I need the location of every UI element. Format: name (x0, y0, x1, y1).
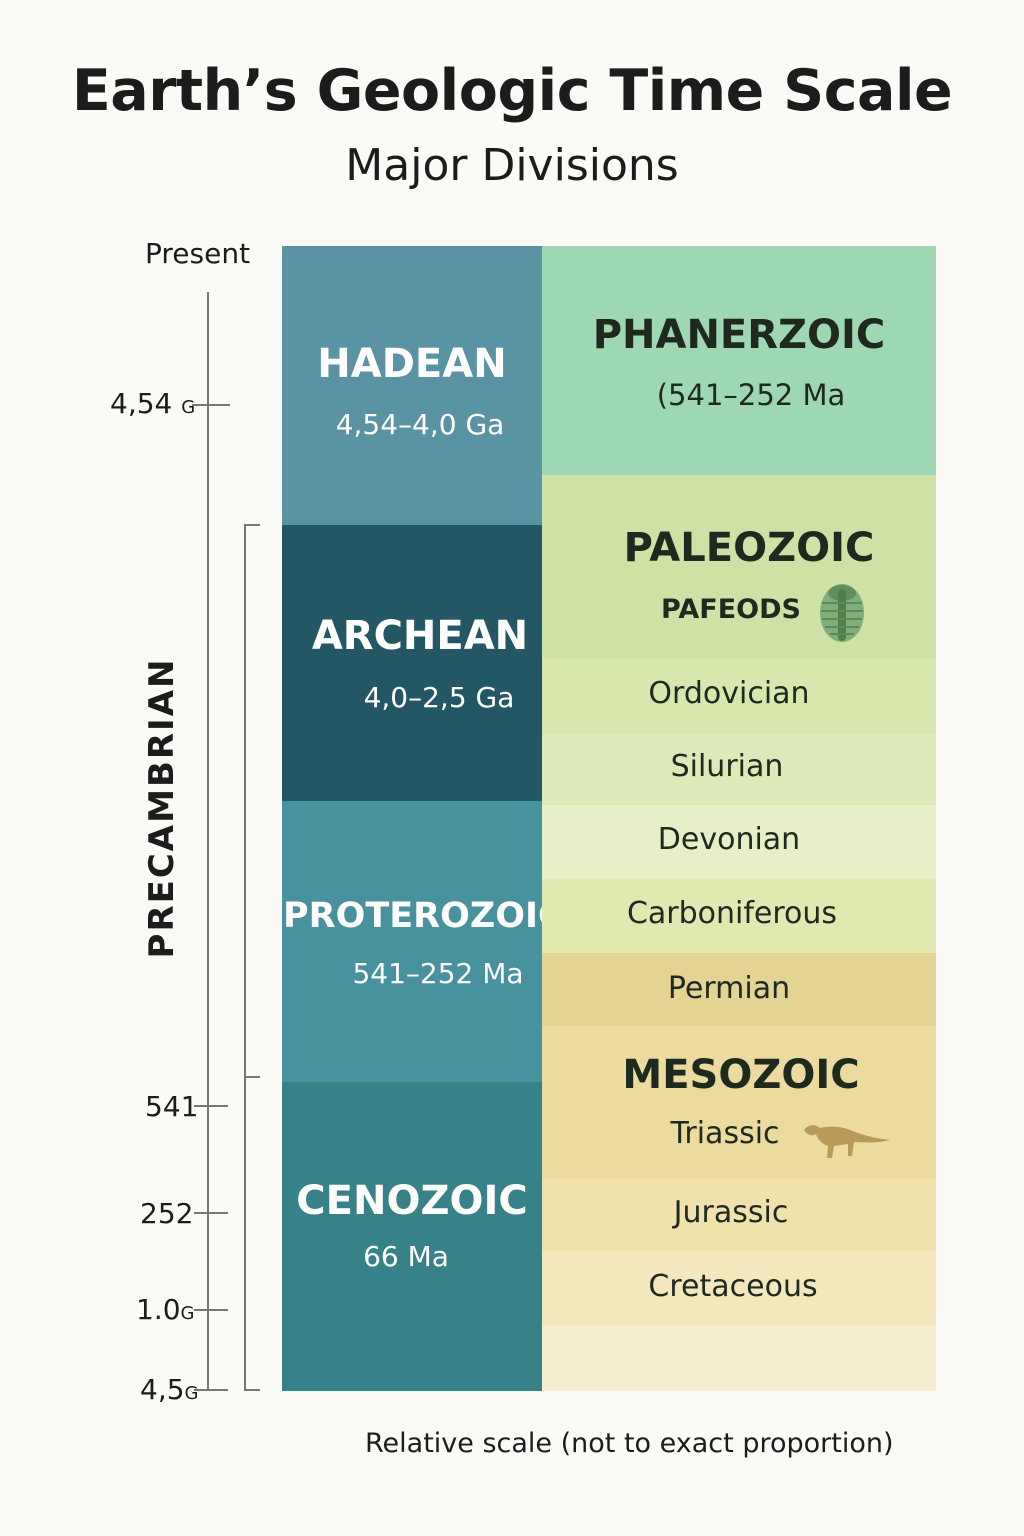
tick-label: 4,5G (140, 1373, 199, 1406)
band-carboniferous: Carboniferous (542, 879, 936, 953)
eon-name: CENOZOIC (296, 1178, 528, 1224)
eon-range: 4,54–4,0 Ga (335, 408, 505, 441)
tick-mark (192, 404, 230, 406)
precambrian-label: PRECAMBRIAN (142, 657, 182, 959)
band-label: PAFEODS (661, 594, 801, 625)
band-name: PALEOZOIC (623, 525, 875, 571)
eon-range: 66 Ma (363, 1240, 449, 1273)
band-permian: Permian (542, 953, 936, 1026)
trilobite-icon (820, 584, 864, 642)
tick-label: 4,54 G (110, 387, 196, 420)
band-label: Ordovician (648, 676, 810, 711)
band-label: Silurian (670, 749, 784, 784)
bracket-cap (244, 1389, 260, 1391)
band-name: MESOZOIC (622, 1052, 860, 1098)
band-label: Devonian (657, 822, 801, 857)
band-label: Cretaceous (648, 1269, 818, 1304)
band-range: (541–252 Ma (656, 378, 846, 412)
tick-label: 252 (140, 1197, 194, 1230)
band-mesozoic: MESOZOIC Triassic (542, 1026, 936, 1179)
footer-note: Relative scale (not to exact proportion) (365, 1428, 894, 1459)
tick-mark (194, 1309, 228, 1311)
band-label: Carboniferous (626, 896, 838, 931)
eon-name: ARCHEAN (311, 613, 529, 659)
time-axis-line (207, 292, 209, 1390)
tick-label: 1.0G (136, 1293, 195, 1326)
tick-mark (194, 1212, 228, 1214)
eon-archean: ARCHEAN 4,0–2,5 Ga (282, 525, 542, 801)
eon-proterozoic: PROTEROZOIC 541–252 Ma (282, 801, 564, 1082)
eon-range: 4,0–2,5 Ga (363, 681, 515, 714)
band-label: Triassic (670, 1116, 780, 1151)
band-phanerozoic: PHANERZOIC (541–252 Ma (542, 246, 936, 475)
band-devonian: Devonian (542, 805, 936, 879)
page-title: Earth’s Geologic Time Scale (71, 58, 953, 124)
eon-cenozoic: CENOZOIC 66 Ma (282, 1082, 542, 1391)
page-subtitle: Major Divisions (345, 140, 679, 191)
eon-range: 541–252 Ma (352, 957, 524, 990)
band-paleozoic: PALEOZOIC PAFEODS (542, 475, 936, 658)
band-label: Jurassic (673, 1195, 789, 1230)
tick-label: 541 (145, 1090, 199, 1123)
eon-name: HADEAN (317, 341, 507, 387)
bracket-cap (244, 524, 260, 526)
eon-hadean: HADEAN 4,54–4,0 Ga (282, 246, 542, 525)
present-label: Present (145, 237, 251, 270)
eon-name: PROTEROZOIC (283, 896, 564, 936)
band-jurassic: Jurassic (542, 1179, 936, 1251)
bracket-cap (244, 1076, 260, 1078)
band-silurian: Silurian (542, 734, 936, 805)
tick-mark (194, 1105, 228, 1107)
band-label: Permian (667, 971, 791, 1006)
dinosaur-icon (804, 1125, 890, 1158)
band-cretaceous: Cretaceous (542, 1251, 936, 1325)
precambrian-bracket (244, 524, 246, 1390)
tick-mark (194, 1389, 228, 1391)
band-name: PHANERZOIC (592, 312, 886, 358)
band-ordovician: Ordovician (542, 658, 936, 734)
band-bottom (542, 1325, 936, 1391)
